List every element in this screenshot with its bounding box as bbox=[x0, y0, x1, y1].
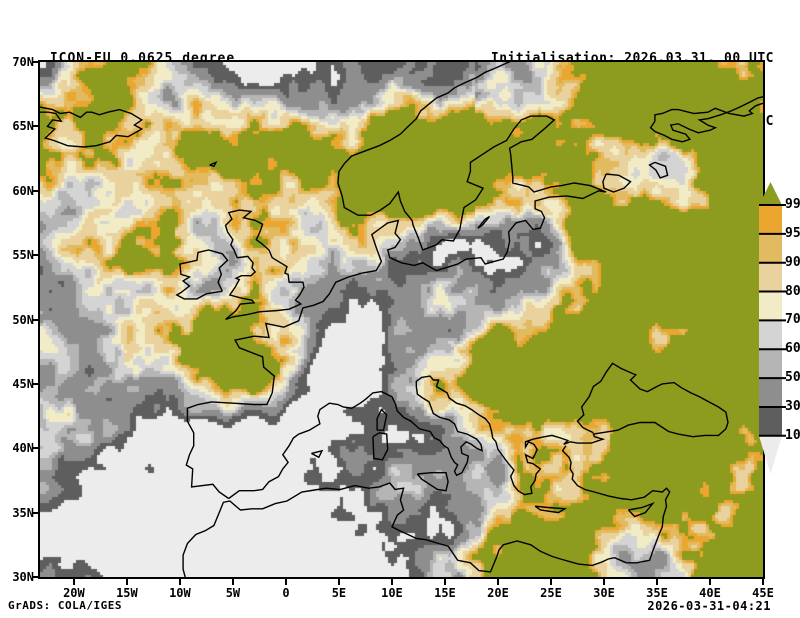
coastline-path bbox=[311, 449, 324, 459]
lon-tick bbox=[231, 579, 234, 585]
lat-label: 55N bbox=[12, 248, 34, 263]
coastline-path bbox=[40, 106, 144, 148]
lon-label: 45E bbox=[752, 586, 774, 600]
colorbar-label: 50 bbox=[785, 370, 800, 386]
lat-label: 35N bbox=[12, 505, 34, 520]
colorbar-segment bbox=[759, 349, 782, 379]
lon-tick bbox=[443, 579, 446, 585]
lon-label: 10E bbox=[381, 586, 403, 600]
lon-tick bbox=[602, 579, 605, 585]
lat-tick bbox=[32, 125, 38, 128]
coastline-path bbox=[224, 209, 305, 321]
coastline-path bbox=[649, 96, 763, 143]
coastline-path bbox=[534, 505, 568, 514]
map-frame bbox=[38, 60, 765, 579]
lon-tick bbox=[284, 579, 287, 585]
lon-label: 15W bbox=[116, 586, 138, 600]
lat-label: 65N bbox=[12, 119, 34, 134]
coastline-path bbox=[627, 502, 655, 518]
lat-tick bbox=[32, 318, 38, 321]
coastline-path bbox=[376, 408, 388, 431]
colorbar-segment bbox=[759, 205, 782, 235]
coastline-path bbox=[185, 62, 607, 500]
colorbar-label: 90 bbox=[785, 254, 800, 270]
colorbar-label: 10 bbox=[785, 427, 800, 443]
lat-tick bbox=[32, 189, 38, 192]
lat-label: 70N bbox=[12, 55, 34, 69]
coastline-path bbox=[209, 161, 218, 168]
lon-label: 25E bbox=[540, 586, 562, 600]
coastline-path bbox=[175, 249, 229, 300]
lat-label: 50N bbox=[12, 312, 34, 327]
lon-tick bbox=[178, 579, 181, 585]
lon-label: 15E bbox=[434, 586, 456, 600]
lat-label: 45N bbox=[12, 376, 34, 391]
colorbar bbox=[759, 182, 786, 474]
lon-tick bbox=[655, 579, 658, 585]
colorbar-segment bbox=[759, 406, 782, 437]
lon-tick bbox=[337, 579, 340, 585]
coastline-path bbox=[228, 362, 729, 500]
lon-label: 20E bbox=[487, 586, 509, 600]
colorbar-label: 99.5 bbox=[785, 197, 800, 212]
coastline-path bbox=[602, 173, 632, 193]
colorbar-under-arrow bbox=[759, 435, 782, 474]
lat-tick bbox=[32, 447, 38, 450]
lat-label: 30N bbox=[12, 570, 34, 584]
colorbar-over-arrow bbox=[759, 182, 782, 205]
lon-tick bbox=[762, 579, 764, 585]
lat-tick bbox=[32, 61, 38, 63]
lat-label: 40N bbox=[12, 441, 34, 456]
lon-label: 20W bbox=[63, 586, 85, 600]
lon-label: 10W bbox=[169, 586, 191, 600]
colorbar-label: 60 bbox=[785, 341, 800, 357]
cloud-cover-field bbox=[40, 62, 763, 577]
lat-tick bbox=[32, 576, 38, 578]
lon-label: 35E bbox=[646, 586, 668, 600]
grads-credit: GrADS: COLA/IGES bbox=[8, 599, 122, 612]
lat-tick bbox=[32, 254, 38, 257]
coastline-path bbox=[648, 161, 669, 179]
lon-tick bbox=[390, 579, 393, 585]
coastline-overlay bbox=[40, 62, 763, 577]
coastline-path bbox=[416, 472, 449, 492]
colorbar-segment bbox=[759, 291, 782, 321]
lon-label: 30E bbox=[593, 586, 615, 600]
coastline-path bbox=[182, 445, 671, 577]
colorbar-label: 30 bbox=[785, 398, 800, 414]
colorbar-label: 80 bbox=[785, 283, 800, 299]
coastline-path bbox=[372, 432, 389, 461]
lon-tick bbox=[72, 579, 75, 585]
coastline-path bbox=[477, 215, 491, 229]
colorbar-segment bbox=[759, 233, 782, 264]
lon-label: 40E bbox=[699, 586, 721, 600]
lon-tick bbox=[708, 579, 711, 585]
colorbar-label: 95 bbox=[785, 225, 800, 241]
lat-tick bbox=[32, 511, 38, 514]
lon-label: 0 bbox=[282, 586, 290, 600]
lon-tick bbox=[549, 579, 552, 585]
colorbar-label: 70 bbox=[785, 312, 800, 328]
lon-tick bbox=[496, 579, 499, 585]
colorbar-segment bbox=[759, 320, 782, 350]
colorbar-segment bbox=[759, 378, 782, 408]
lon-tick bbox=[125, 579, 128, 585]
lat-label: 60N bbox=[12, 183, 34, 198]
lat-tick bbox=[32, 382, 38, 385]
colorbar-segment bbox=[759, 262, 782, 293]
creation-timestamp: 2026-03-31-04:21 bbox=[647, 599, 771, 613]
lon-label: 5E bbox=[331, 586, 347, 600]
lon-label: 5W bbox=[225, 586, 241, 600]
